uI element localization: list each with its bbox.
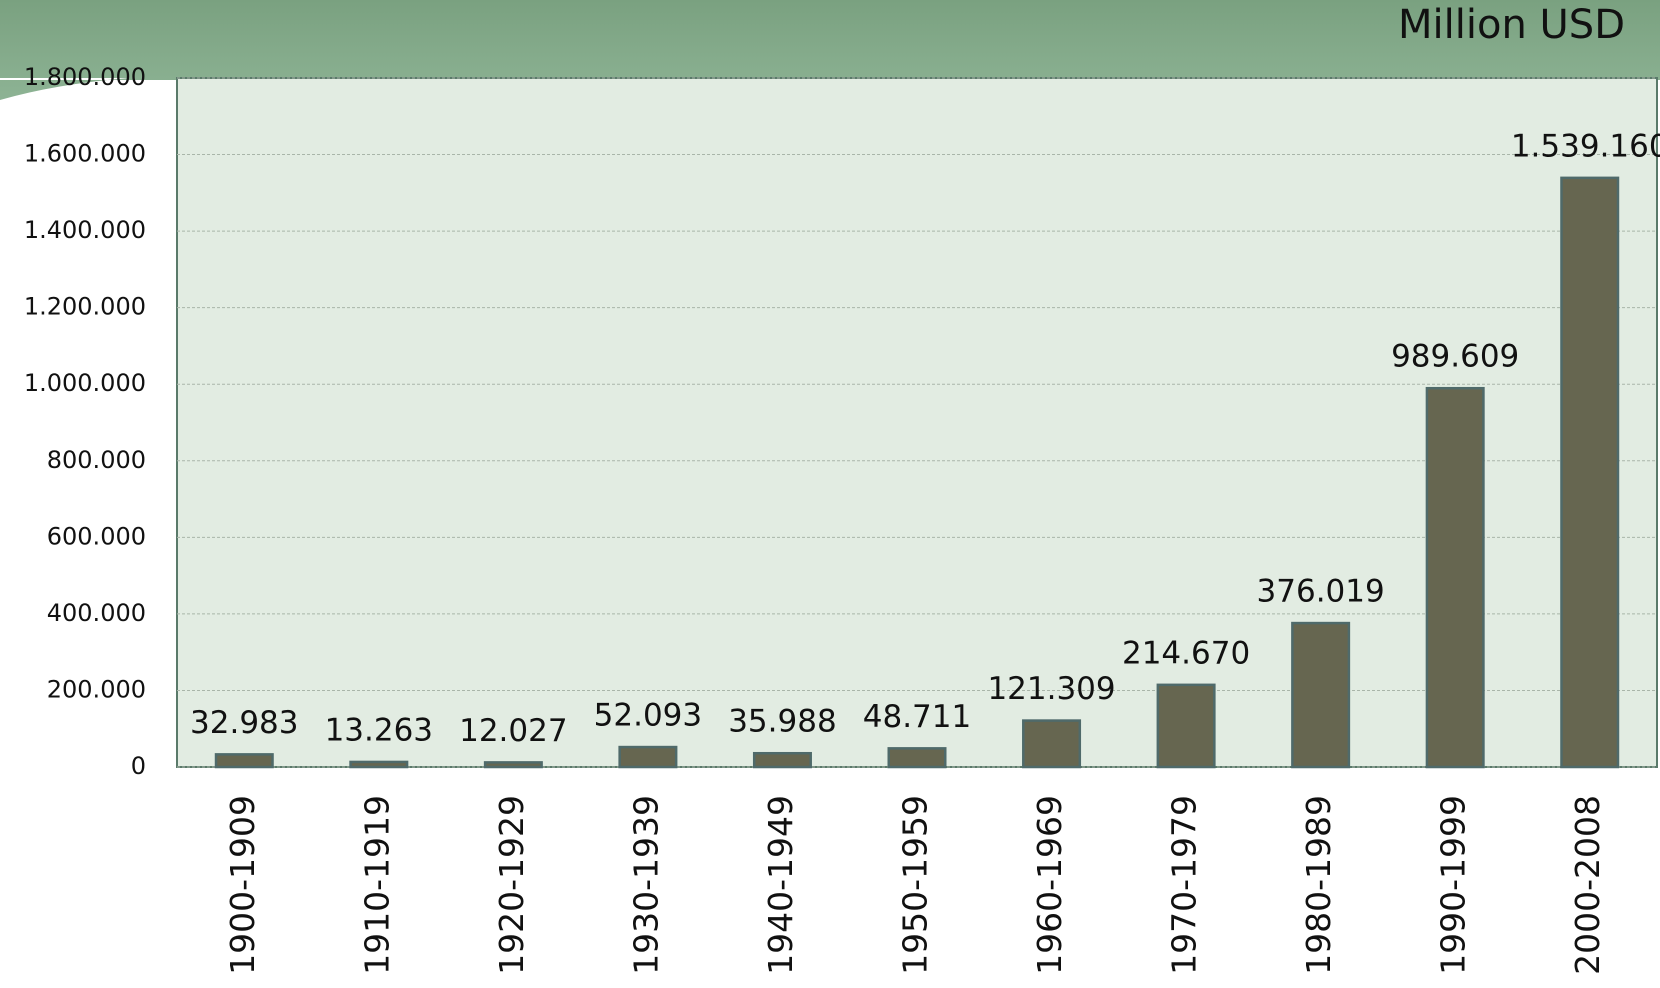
value-label: 13.263 — [325, 712, 433, 748]
plot-area — [176, 77, 1658, 768]
x-tick-label: 1990-1999 — [1434, 795, 1473, 975]
y-tick-label: 600.000 — [47, 522, 146, 550]
bar — [887, 747, 947, 769]
bar — [618, 745, 678, 769]
value-label: 376.019 — [1257, 574, 1385, 610]
x-tick-label: 1900-1909 — [223, 795, 262, 975]
x-tick-label: 1960-1969 — [1030, 795, 1069, 975]
y-tick-label: 1.800.000 — [24, 63, 146, 91]
header-band — [0, 0, 1660, 100]
y-tick-label: 200.000 — [47, 675, 146, 703]
value-label: 48.711 — [863, 699, 971, 735]
value-label: 121.309 — [987, 671, 1115, 707]
bar — [349, 760, 409, 769]
y-tick-label: 800.000 — [47, 446, 146, 474]
bar — [1560, 176, 1620, 769]
bar — [1291, 621, 1351, 769]
y-tick-label: 1.400.000 — [24, 216, 146, 244]
bar — [1022, 719, 1082, 769]
y-tick-label: 1.200.000 — [24, 293, 146, 321]
y-tick-label: 1.600.000 — [24, 140, 146, 168]
x-tick-label: 1980-1989 — [1299, 795, 1338, 975]
value-label: 214.670 — [1122, 635, 1250, 671]
y-tick-label: 1.000.000 — [24, 369, 146, 397]
value-label: 12.027 — [459, 713, 567, 749]
value-label: 32.983 — [190, 705, 298, 741]
x-tick-label: 1950-1959 — [896, 795, 935, 975]
x-tick-label: 1920-1929 — [492, 795, 531, 975]
x-tick-label: 1930-1939 — [626, 795, 665, 975]
value-label: 1.539.160 — [1511, 128, 1660, 164]
y-tick-label: 0 — [131, 752, 146, 780]
chart-title: Million USD — [1398, 2, 1625, 48]
x-tick-label: 2000-2008 — [1568, 795, 1607, 975]
value-label: 989.609 — [1391, 339, 1519, 375]
x-tick-label: 1970-1979 — [1165, 795, 1204, 975]
bar — [1425, 386, 1485, 769]
value-label: 35.988 — [728, 704, 836, 740]
y-tick-label: 400.000 — [47, 599, 146, 627]
bar — [1156, 683, 1216, 769]
bar — [214, 753, 274, 769]
bar — [752, 751, 812, 769]
x-tick-label: 1910-1919 — [357, 795, 396, 975]
x-tick-label: 1940-1949 — [761, 795, 800, 975]
value-label: 52.093 — [594, 698, 702, 734]
bar — [483, 761, 543, 769]
